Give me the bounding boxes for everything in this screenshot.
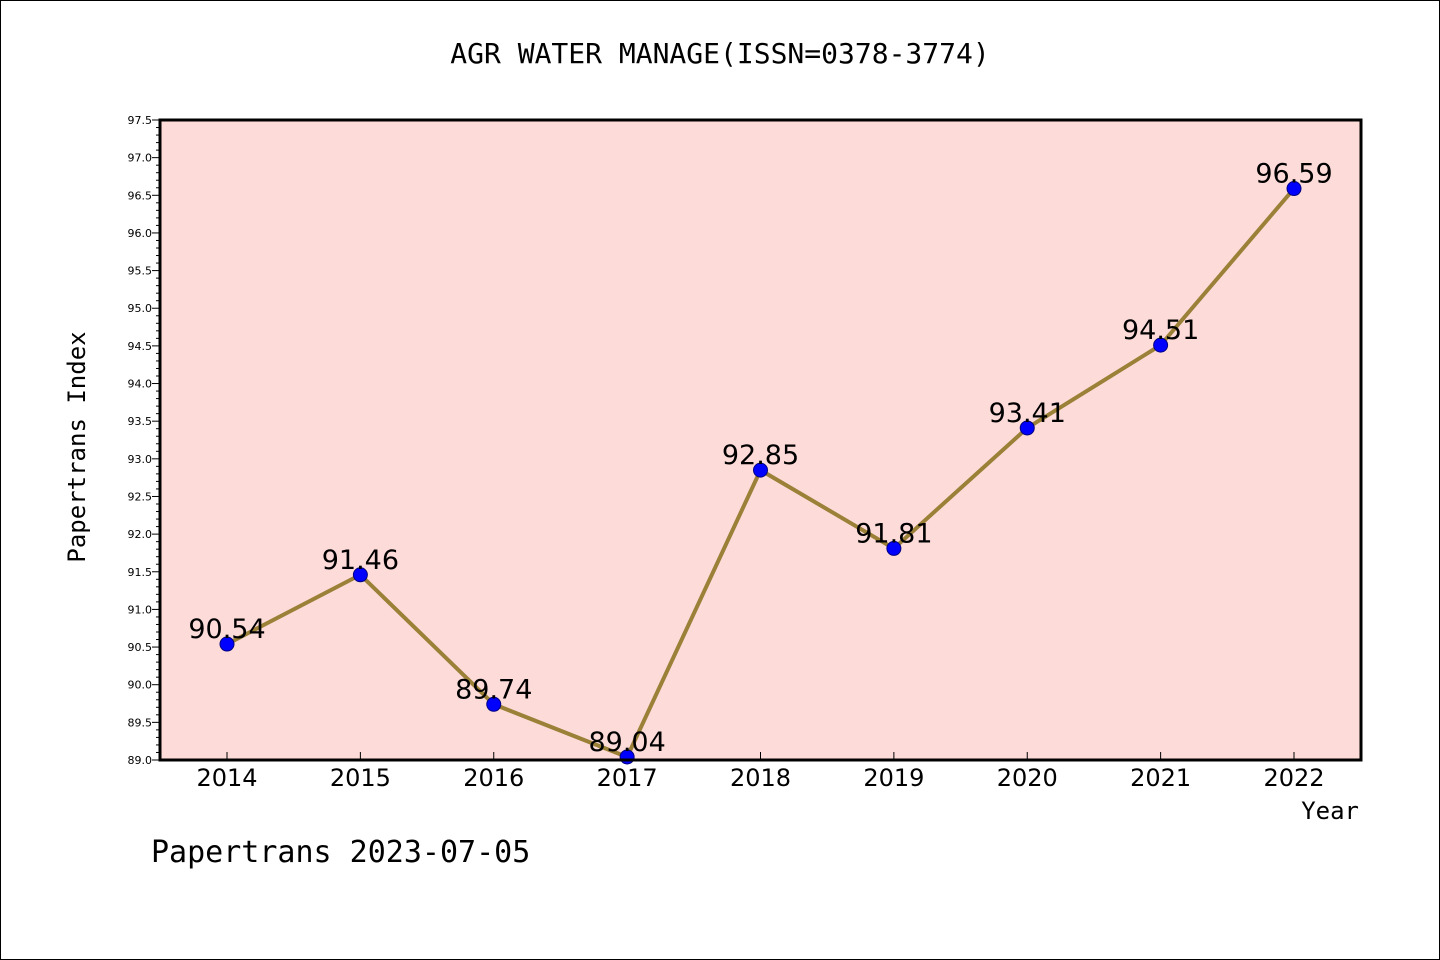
data-label: 94.51 (1122, 315, 1199, 346)
y-tick-label: 93.0 (128, 453, 153, 466)
x-tick-label: 2017 (597, 764, 658, 792)
plot-border (158, 118, 1363, 762)
footer-watermark: Papertrans 2023-07-05 (151, 835, 531, 870)
y-tick-label: 96.0 (128, 227, 153, 240)
data-label: 89.74 (455, 674, 532, 705)
data-label: 92.85 (722, 440, 799, 471)
y-tick-label: 94.5 (128, 340, 153, 353)
chart-title: AGR WATER MANAGE(ISSN=0378-3774) (450, 37, 990, 70)
x-tick-label: 2016 (463, 764, 524, 792)
y-axis-ticks: 89.0 89.5 90.0 90.5 91.0 91.5 92.0 92.5 93.0 93.5… (128, 114, 160, 767)
y-tick-label: 89.5 (128, 716, 153, 729)
data-point (886, 540, 902, 556)
y-tick-label: 95.0 (128, 302, 153, 315)
data-label: 96.59 (1255, 159, 1332, 190)
x-tick-label: 2014 (196, 764, 257, 792)
x-tick-label: 2018 (730, 764, 791, 792)
y-tick-label: 94.0 (128, 378, 153, 391)
data-label: 91.81 (855, 518, 932, 549)
y-tick-label: 92.5 (128, 490, 153, 503)
y-tick-label: 91.0 (128, 603, 153, 616)
data-point (753, 462, 768, 478)
y-tick-label: 93.5 (128, 415, 153, 428)
x-tick-label: 2019 (863, 764, 924, 792)
y-tick-label: 92.0 (128, 528, 153, 541)
data-labels: 90.54 91.46 89.74 89.04 92.85 91.81 93.41 94.51… (188, 159, 1332, 758)
y-tick-label: 90.0 (128, 679, 153, 692)
y-tick-label: 96.5 (128, 189, 153, 202)
y-tick-label: 95.5 (128, 265, 153, 278)
x-tick-label: 2020 (997, 764, 1058, 792)
y-tick-label: 97.0 (128, 152, 153, 165)
series-markers (219, 181, 1302, 765)
y-tick-label: 89.0 (128, 754, 153, 767)
x-tick-label: 2022 (1263, 764, 1324, 792)
data-point (1153, 337, 1169, 353)
data-point (219, 636, 235, 652)
x-axis-ticks: 2014 2015 2016 2017 2018 2019 2020 2021 2022 (196, 752, 1325, 792)
y-tick-label: 91.5 (128, 566, 153, 579)
data-label: 93.41 (989, 398, 1066, 429)
data-point (352, 567, 368, 583)
plot-area (160, 120, 1361, 760)
y-tick-label: 97.5 (128, 114, 153, 127)
x-tick-label: 2021 (1130, 764, 1191, 792)
y-tick-label: 90.5 (128, 641, 153, 654)
data-point (1019, 420, 1035, 436)
data-label: 89.04 (588, 727, 665, 758)
x-tick-label: 2015 (330, 764, 391, 792)
x-axis-label: Year (1301, 797, 1359, 825)
data-point (486, 696, 502, 712)
data-label: 91.46 (322, 545, 399, 576)
data-point (1286, 181, 1302, 197)
data-label: 90.54 (188, 614, 265, 645)
